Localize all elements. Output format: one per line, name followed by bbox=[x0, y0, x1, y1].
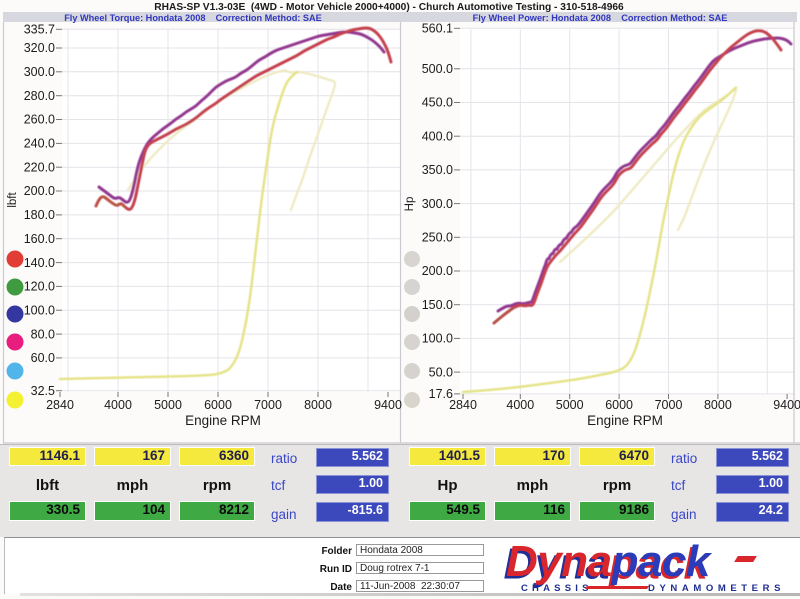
svg-text:2840: 2840 bbox=[449, 398, 477, 412]
svg-text:6000: 6000 bbox=[605, 398, 633, 412]
svg-text:335.7: 335.7 bbox=[24, 23, 55, 37]
svg-text:8000: 8000 bbox=[704, 398, 732, 412]
svg-text:350.0: 350.0 bbox=[422, 163, 453, 177]
svg-text:260.0: 260.0 bbox=[24, 113, 55, 127]
svg-text:50.0: 50.0 bbox=[429, 365, 453, 379]
svg-text:9400: 9400 bbox=[374, 398, 402, 412]
svg-text:lbft: lbft bbox=[7, 192, 19, 208]
svg-text:7000: 7000 bbox=[655, 398, 683, 412]
svg-text:560.1: 560.1 bbox=[422, 22, 453, 36]
svg-text:300.0: 300.0 bbox=[422, 197, 453, 211]
svg-text:120.0: 120.0 bbox=[24, 280, 55, 294]
svg-text:200.0: 200.0 bbox=[24, 184, 55, 198]
svg-text:140.0: 140.0 bbox=[24, 256, 55, 270]
svg-text:150.0: 150.0 bbox=[422, 298, 453, 312]
svg-text:2840: 2840 bbox=[46, 398, 74, 412]
svg-text:240.0: 240.0 bbox=[24, 137, 55, 151]
svg-text:7000: 7000 bbox=[254, 398, 282, 412]
svg-text:160.0: 160.0 bbox=[24, 232, 55, 246]
svg-text:4000: 4000 bbox=[506, 398, 534, 412]
svg-text:Hp: Hp bbox=[404, 197, 416, 212]
svg-text:8000: 8000 bbox=[304, 398, 332, 412]
svg-text:80.0: 80.0 bbox=[31, 327, 55, 341]
svg-text:Engine RPM: Engine RPM bbox=[587, 413, 663, 428]
svg-text:500.0: 500.0 bbox=[422, 62, 453, 76]
svg-text:60.0: 60.0 bbox=[31, 351, 55, 365]
svg-text:220.0: 220.0 bbox=[24, 160, 55, 174]
svg-text:400.0: 400.0 bbox=[422, 129, 453, 143]
svg-text:250.0: 250.0 bbox=[422, 231, 453, 245]
svg-text:Engine RPM: Engine RPM bbox=[185, 413, 261, 428]
svg-text:6000: 6000 bbox=[204, 398, 232, 412]
svg-text:200.0: 200.0 bbox=[422, 264, 453, 278]
svg-text:450.0: 450.0 bbox=[422, 96, 453, 110]
svg-text:5000: 5000 bbox=[154, 398, 182, 412]
svg-text:9400: 9400 bbox=[773, 398, 800, 412]
svg-text:180.0: 180.0 bbox=[24, 208, 55, 222]
svg-text:280.0: 280.0 bbox=[24, 89, 55, 103]
svg-text:320.0: 320.0 bbox=[24, 41, 55, 55]
svg-text:100.0: 100.0 bbox=[24, 303, 55, 317]
svg-text:4000: 4000 bbox=[104, 398, 132, 412]
svg-text:100.0: 100.0 bbox=[422, 332, 453, 346]
svg-text:17.6: 17.6 bbox=[429, 387, 453, 401]
svg-text:32.5: 32.5 bbox=[31, 384, 55, 398]
svg-text:5000: 5000 bbox=[556, 398, 584, 412]
svg-text:300.0: 300.0 bbox=[24, 65, 55, 79]
